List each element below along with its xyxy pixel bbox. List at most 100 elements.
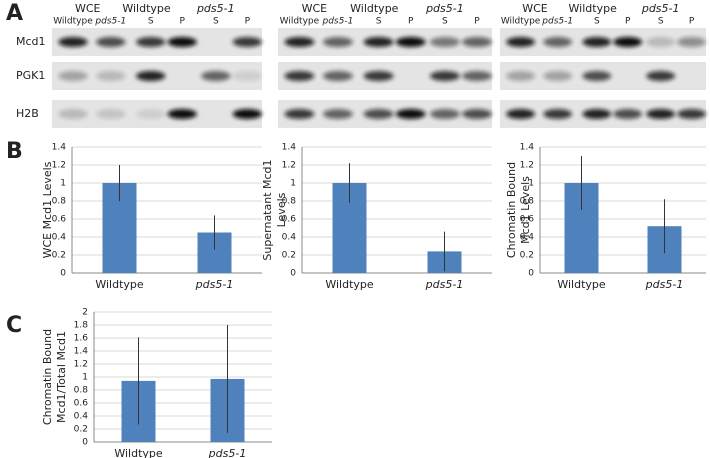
x-tick-label: Wildtype [557,278,606,291]
blot-band [232,109,262,119]
y-tick-label: 1.2 [520,161,534,171]
blot-header: Wildtype [569,2,618,15]
y-tick-label: 1 [290,179,296,189]
blot-band [322,37,353,47]
blot-band [167,37,197,47]
blot-header: Wildtype [122,2,171,15]
y-tick-label: 1.4 [520,143,535,153]
y-tick-label: 1.6 [74,334,89,344]
blot-band [543,71,573,81]
blot-band [462,37,492,47]
y-tick-label: 0.6 [74,399,89,409]
y-tick-label: 0.4 [74,412,89,422]
lane-label: S [213,17,219,27]
lane-label: S [594,17,600,27]
row-label: Mcd1 [16,35,46,48]
y-tick-label: 1.4 [52,143,67,153]
y-tick-label: 1.4 [74,347,89,357]
y-tick-label: 1.4 [282,143,297,153]
y-tick-label: 0.2 [74,425,88,435]
x-tick-label: pds5-1 [645,278,684,291]
blot-header: pds5-1 [641,2,680,15]
blot-band [582,109,612,119]
lane-label: P [179,17,185,27]
y-axis-label: Chromatin Bound [41,329,54,425]
blot-header: WCE [522,2,548,15]
y-tick-label: 1.2 [74,360,88,370]
y-tick-label: 0.2 [282,251,296,261]
blot-band [429,109,460,119]
blot-band [58,109,88,119]
y-tick-label: 0.6 [520,215,535,225]
lane-label: S [658,17,664,27]
panel-label: A [6,1,23,26]
lane-label: S [442,17,448,27]
blot-band [363,109,394,119]
y-tick-label: 0.4 [52,233,67,243]
blot-band [429,71,460,81]
blot-band [543,37,573,47]
y-tick-label: 0.8 [282,197,297,207]
lane-label: P [689,17,695,27]
x-tick-label: pds5-1 [195,278,234,291]
blot-band [284,71,315,81]
y-tick-label: 0 [290,269,296,279]
blot-band [506,109,536,119]
blot-band [136,109,166,119]
lane-label: P [474,17,480,27]
blot-band [284,37,315,47]
blot-band [613,37,643,47]
y-tick-label: 0.2 [52,251,66,261]
blot-band [232,37,262,47]
blot-header: Wildtype [350,2,399,15]
blot-band [506,37,536,47]
y-tick-label: 1 [528,179,534,189]
blot-band [167,109,197,119]
lane-label: S [148,17,154,27]
blot-band [646,71,676,81]
blot-band [462,71,492,81]
y-tick-label: 0.8 [520,197,535,207]
lane-label: pds5-1 [94,17,126,27]
blot-band [58,37,88,47]
blot-band [136,37,166,47]
y-tick-label: 1.8 [74,321,89,331]
blot-band [613,109,643,119]
lane-label: Wildtype [280,17,320,27]
panel-label: B [6,139,23,164]
blot-band [363,71,394,81]
blot-band [96,37,126,47]
lane-label: P [245,17,251,27]
y-axis-label: Mcd1 Levels [519,176,532,244]
y-tick-label: 0.6 [282,215,297,225]
blot-header: pds5-1 [196,2,235,15]
y-tick-label: 0.6 [52,215,67,225]
blot-band [646,37,676,47]
panel-label: C [6,313,22,338]
blot-header: WCE [75,2,101,15]
y-tick-label: 1 [60,179,66,189]
blot-header: pds5-1 [425,2,464,15]
blot-band [677,109,707,119]
blot-band [395,109,426,119]
y-axis-label: Chromatin Bound [505,162,518,258]
blot-band [677,37,707,47]
y-tick-label: 0.4 [282,233,297,243]
blot-band [96,71,126,81]
y-tick-label: 0.8 [74,386,89,396]
blot-band [506,71,536,81]
y-tick-label: 1.2 [282,161,296,171]
blot-band [429,37,460,47]
blot-band [136,71,166,81]
row-label: H2B [16,107,39,120]
blot-band [322,109,353,119]
blot-band [232,71,262,81]
y-tick-label: 0.2 [520,251,534,261]
x-tick-label: Wildtype [95,278,144,291]
lane-label: Wildtype [501,17,541,27]
blot-header: WCE [302,2,328,15]
x-tick-label: Wildtype [114,447,163,458]
y-tick-label: 2 [82,308,88,318]
blot-band [284,109,315,119]
